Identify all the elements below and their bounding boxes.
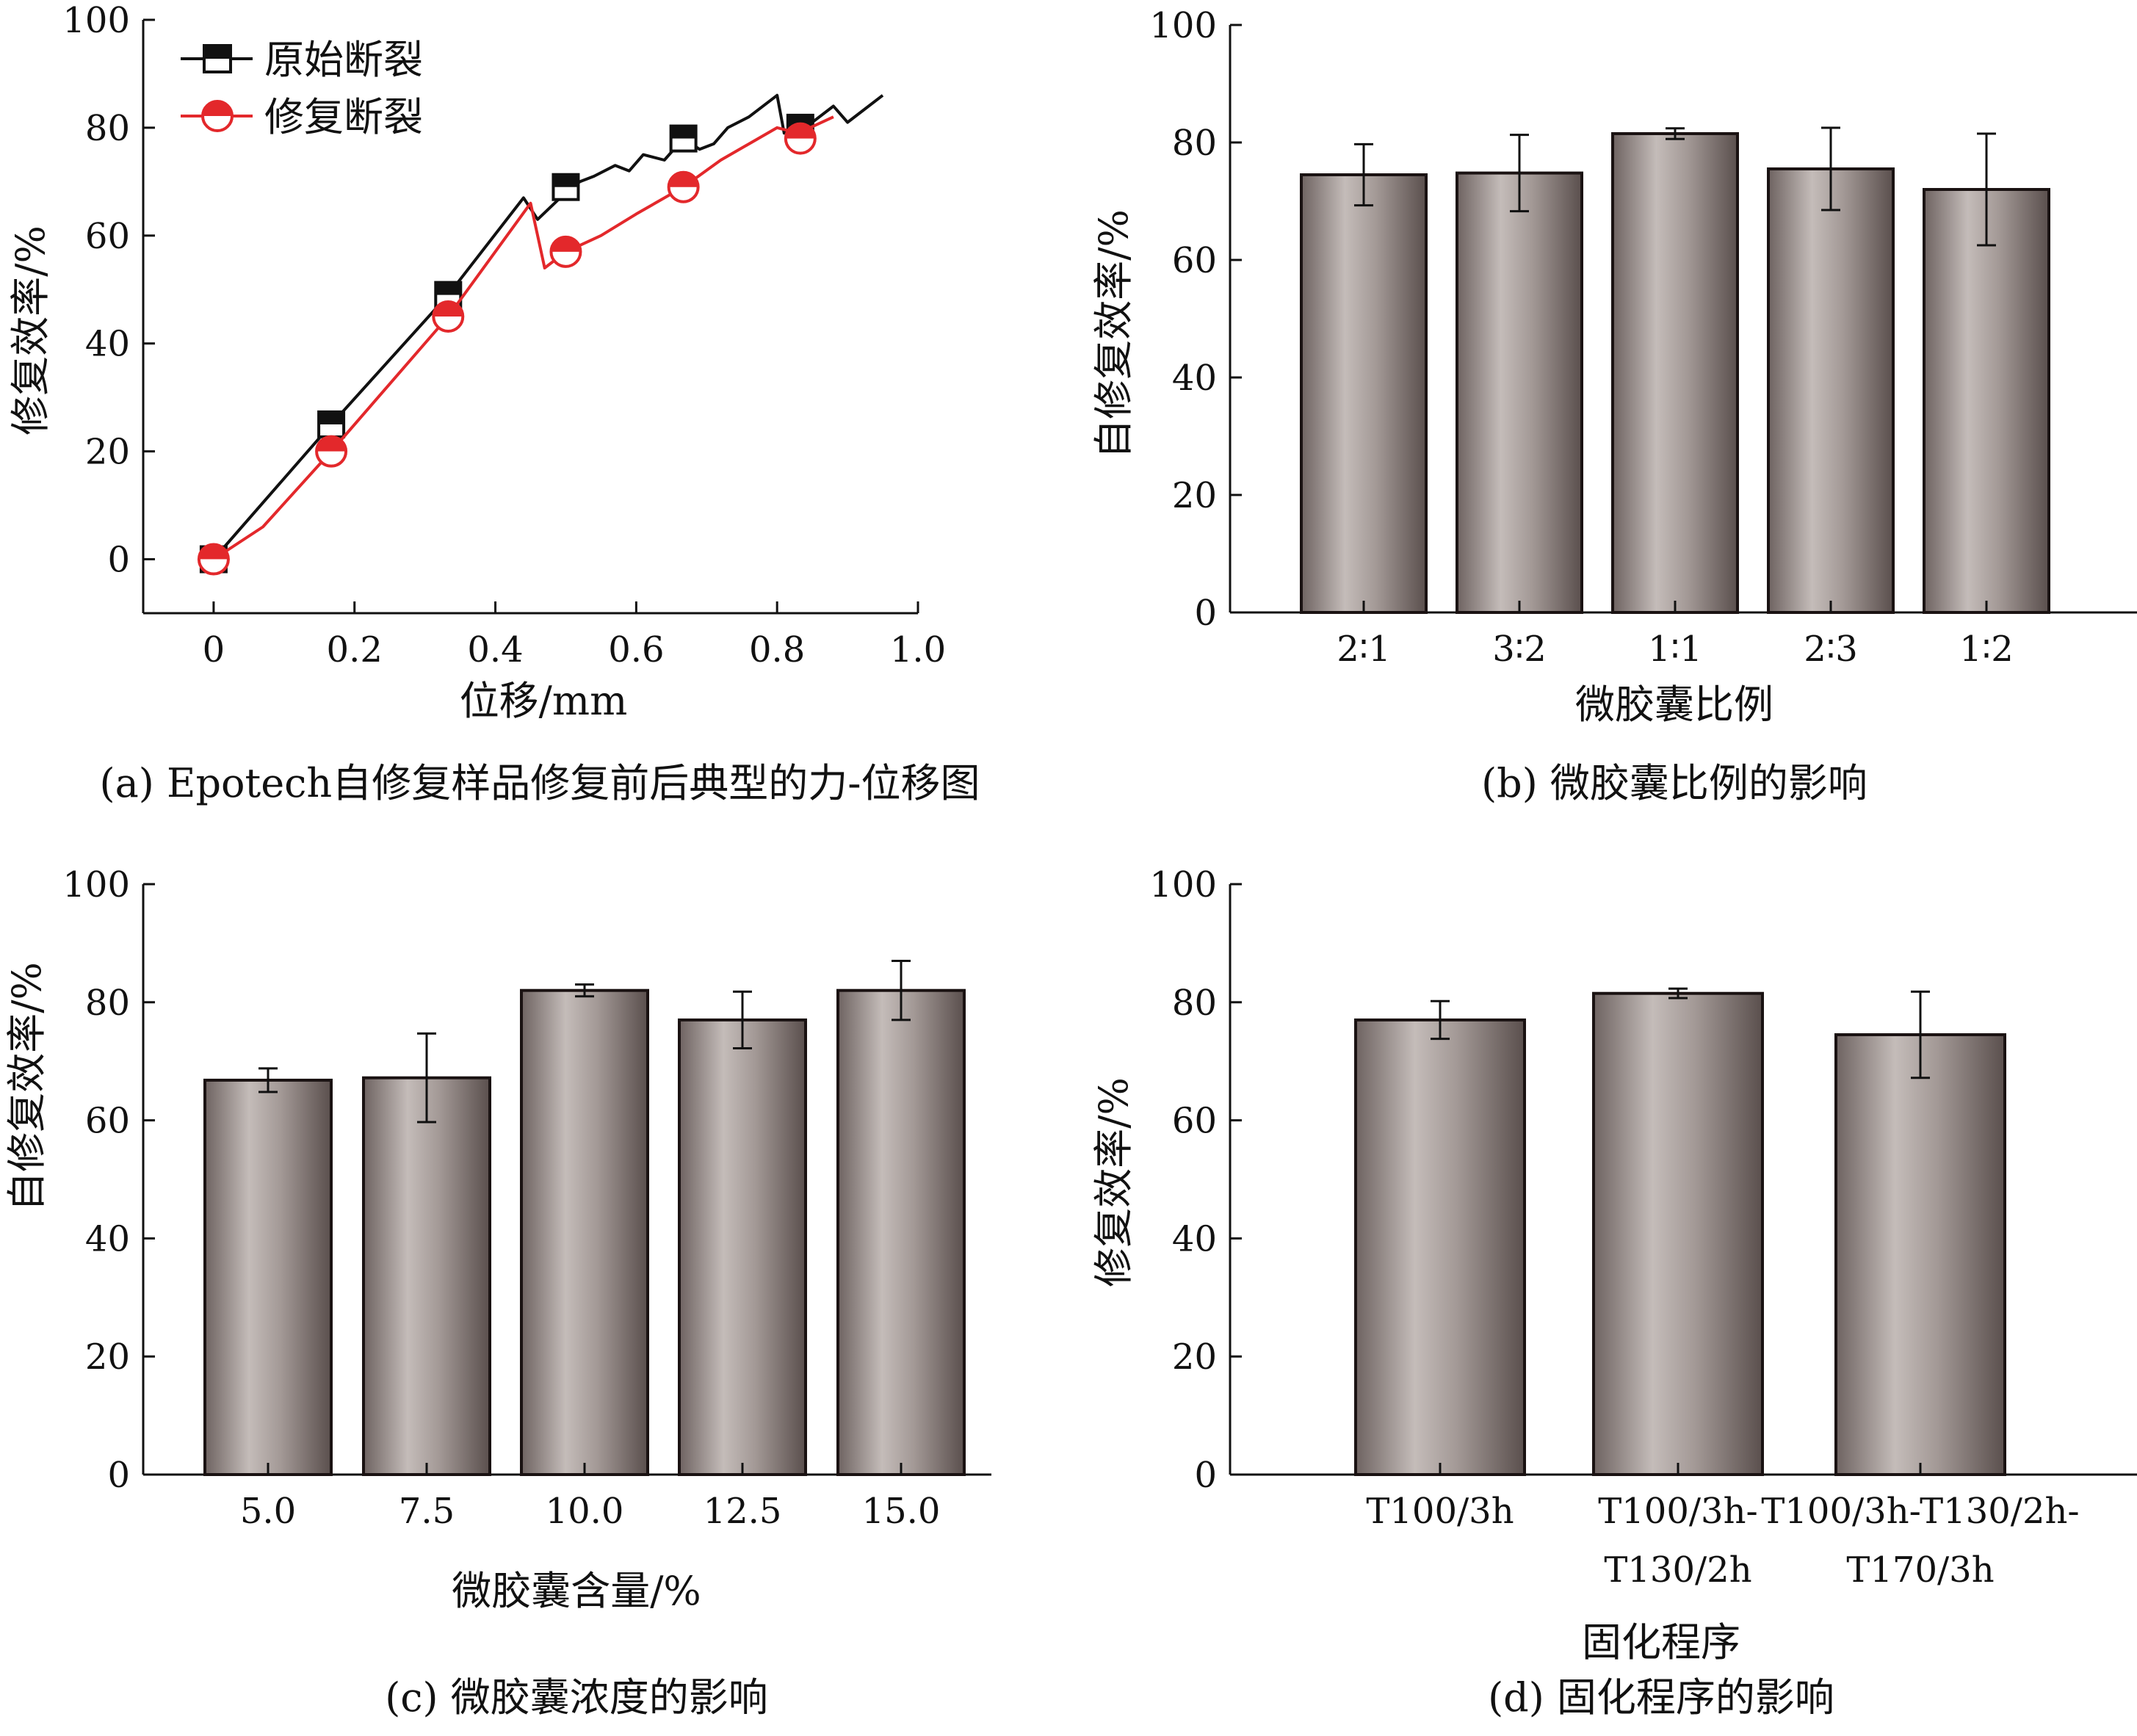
- bar: [1300, 173, 1428, 614]
- category-label: T100/3h-: [1598, 1491, 1757, 1532]
- category-label: 1∶2: [1959, 629, 2014, 670]
- panel-a-series-line-0: [212, 93, 884, 560]
- legend-label-repaired: 修复断裂: [264, 94, 423, 140]
- panel-a-marker-circle-fill: [317, 436, 347, 452]
- panel-a-marker-square-fill: [670, 126, 696, 139]
- panel-d-caption: (d) 固化程序的影响: [1488, 1674, 1834, 1721]
- panel-a-xtick-label: 0: [203, 629, 225, 670]
- category-label: 2∶1: [1337, 629, 1391, 670]
- panel-a-plot: 0 20 40 60 80 100 0 0.2 0.4 0.6 0.8 1.0: [62, 0, 946, 670]
- category-label: 1∶1: [1648, 629, 1702, 670]
- panel-a-xtick-label: 0.4: [467, 629, 523, 670]
- category-label: 3∶2: [1492, 629, 1547, 670]
- panel-ytick-label: 100: [1149, 5, 1217, 46]
- panel-ytick-label: 20: [1172, 1337, 1217, 1378]
- panel-a-marker-square-fill: [553, 174, 579, 187]
- panel-a-xtick-label: 0.8: [749, 629, 805, 670]
- panel-ytick-label: 80: [1172, 123, 1217, 164]
- bar: [203, 1078, 333, 1476]
- bar: [1767, 167, 1895, 614]
- panel-c-bar-chart: 0 20 40 60 80 100 5.0 7.5 10.0 12.5 15.0 微胶囊含量/% 自…: [4, 864, 991, 1721]
- bar: [836, 988, 966, 1476]
- panel-ytick-label: 40: [1172, 358, 1217, 399]
- legend-marker-repaired-fill: [203, 101, 232, 116]
- panel-c-xlabel: 微胶囊含量/%: [452, 1568, 701, 1614]
- bar: [1592, 991, 1764, 1476]
- panel-a-marker-circle-fill: [433, 302, 463, 317]
- panel-a-legend: 原始断裂 修复断裂: [181, 37, 423, 140]
- bar: [678, 1018, 807, 1477]
- panel-ytick-label: 60: [1172, 240, 1217, 281]
- panel-ytick-label: 80: [1172, 983, 1217, 1024]
- panel-ytick-label: 60: [1172, 1101, 1217, 1142]
- panel-a-ytick-label: 100: [62, 0, 130, 41]
- category-label: T170/3h: [1846, 1549, 1994, 1591]
- panel-ytick-label: 100: [1149, 864, 1217, 905]
- panel-a-ytick-label: 40: [85, 324, 130, 365]
- category-label: 7.5: [399, 1491, 455, 1532]
- panel-a-xlabel: 位移/mm: [460, 678, 628, 724]
- panel-a-ytick-label: 20: [85, 432, 130, 473]
- panel-ytick-label: 0: [107, 1455, 130, 1496]
- panel-ytick-label: 0: [1194, 1455, 1217, 1496]
- panel-a-marker-square-fill: [319, 411, 344, 424]
- panel-a-marker-circle-fill: [198, 544, 228, 560]
- panel-b-bar-chart: 0 20 40 60 80 100 2∶1 3∶2 1∶1 2∶3 1∶2 微胶囊比例 自修复效率/…: [1091, 5, 2137, 806]
- bar: [1354, 1018, 1526, 1477]
- panel-a-series-line-1: [212, 115, 834, 561]
- panel-c-caption: (c) 微胶囊浓度的影响: [385, 1674, 768, 1721]
- panel-a-marker-circle-fill: [785, 123, 815, 139]
- category-label: 5.0: [240, 1491, 296, 1532]
- bar: [1834, 1033, 2006, 1476]
- panel-b-caption: (b) 微胶囊比例的影响: [1481, 760, 1867, 806]
- panel-a-xtick-label: 0.6: [608, 629, 664, 670]
- panel-ytick-label: 0: [1194, 593, 1217, 634]
- panel-a-ytick-label: 80: [85, 108, 130, 149]
- panel-ytick-label: 20: [85, 1337, 130, 1378]
- bar: [1611, 132, 1739, 614]
- category-label: 15.0: [862, 1491, 941, 1532]
- panel-ytick-label: 40: [1172, 1218, 1217, 1259]
- panel-d-plot: 0 20 40 60 80 100 T100/3h T100/3h- T130/2hT100/3…: [1149, 864, 2137, 1591]
- panel-c-plot: 0 20 40 60 80 100 5.0 7.5 10.0 12.5 15.0: [62, 864, 991, 1532]
- legend-label-original: 原始断裂: [264, 37, 423, 83]
- panel-c-ylabel: 自修复效率/%: [4, 962, 50, 1212]
- panel-ytick-label: 80: [85, 983, 130, 1024]
- panel-ytick-label: 40: [85, 1218, 130, 1259]
- panel-a-xtick-label: 1.0: [890, 629, 946, 670]
- panel-a-ytick-label: 60: [85, 216, 130, 257]
- bar: [1923, 188, 2050, 614]
- panel-b-xlabel: 微胶囊比例: [1575, 681, 1773, 728]
- bar: [1456, 171, 1583, 615]
- panel-d-ylabel: 修复效率/%: [1091, 1077, 1137, 1287]
- panel-a-marker-square-fill: [435, 282, 461, 295]
- panel-ytick-label: 60: [85, 1101, 130, 1142]
- category-label: 12.5: [704, 1491, 782, 1532]
- panel-d-xlabel: 固化程序: [1582, 1619, 1740, 1666]
- panel-a-marker-circle-fill: [551, 236, 581, 252]
- category-label: 2∶3: [1804, 629, 1858, 670]
- panel-ytick-label: 100: [62, 864, 130, 905]
- category-label: T130/2h: [1604, 1549, 1751, 1591]
- panel-a-caption: (a) Epotech自修复样品修复前后典型的力-位移图: [100, 760, 980, 806]
- panel-a-ylabel: 修复效率/%: [7, 225, 54, 435]
- category-label: T100/3h: [1366, 1491, 1514, 1532]
- panel-b-plot: 0 20 40 60 80 100 2∶1 3∶2 1∶1 2∶3 1∶2: [1149, 5, 2137, 670]
- panel-a-ytick-label: 0: [107, 540, 130, 581]
- legend-marker-original-fill: [204, 46, 231, 59]
- bar: [362, 1076, 491, 1477]
- category-label: 10.0: [546, 1491, 624, 1532]
- panel-d-bar-chart: 0 20 40 60 80 100 T100/3h T100/3h- T130/2hT100/3…: [1091, 864, 2137, 1721]
- panel-a-line-chart: 0 20 40 60 80 100 0 0.2 0.4 0.6 0.8 1.0 位移/mm 修复效率/…: [7, 0, 980, 806]
- category-label: T100/3h-T130/2h-: [1761, 1491, 2079, 1532]
- panel-a-xtick-label: 0.2: [327, 629, 383, 670]
- panel-a-marker-circle-fill: [668, 172, 698, 187]
- bar: [520, 988, 649, 1476]
- panel-ytick-label: 20: [1172, 475, 1217, 516]
- panel-b-ylabel: 自修复效率/%: [1091, 209, 1137, 459]
